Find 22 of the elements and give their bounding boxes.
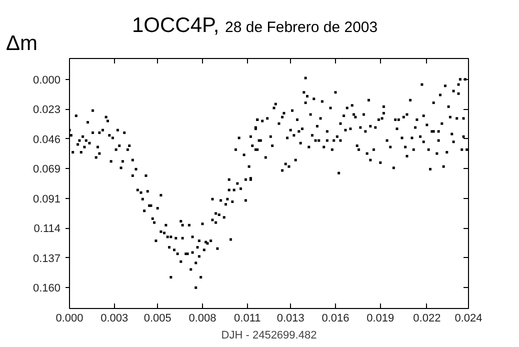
x-tick-label: 0.005 [144, 312, 172, 324]
y-axis-title: Δm [6, 31, 38, 57]
x-tick-label: 0.022 [413, 312, 441, 324]
y-tick-label: 0.114 [34, 223, 61, 236]
x-tick-label: 0.016 [322, 312, 350, 324]
x-tick-label: 0.000 [56, 312, 84, 324]
chart-title: 1OCC4P, [132, 14, 220, 37]
y-tick-label: 0.091 [32, 193, 61, 206]
y-tick-label: 0.137 [32, 252, 61, 265]
y-tick-label: 0.023 [32, 104, 61, 116]
y-tick-label: 0.000 [32, 74, 61, 86]
x-axis-title: DJH - 2452699.482 [221, 330, 317, 342]
x-tick-label: 0.019 [366, 312, 394, 324]
x-tick-label: 0.013 [276, 312, 304, 324]
x-tick-label: 0.008 [188, 312, 216, 324]
x-tick-label: 0.003 [100, 312, 128, 324]
y-tick-label: 0.069 [32, 164, 61, 176]
y-tick-label: 0.046 [32, 134, 61, 146]
chart-subtitle: 28 de Febrero de 2003 [225, 19, 378, 36]
x-tick-label: 0.011 [234, 312, 261, 324]
x-tick-label: 0.024 [454, 312, 482, 324]
y-tick-label: 0.160 [32, 282, 61, 295]
